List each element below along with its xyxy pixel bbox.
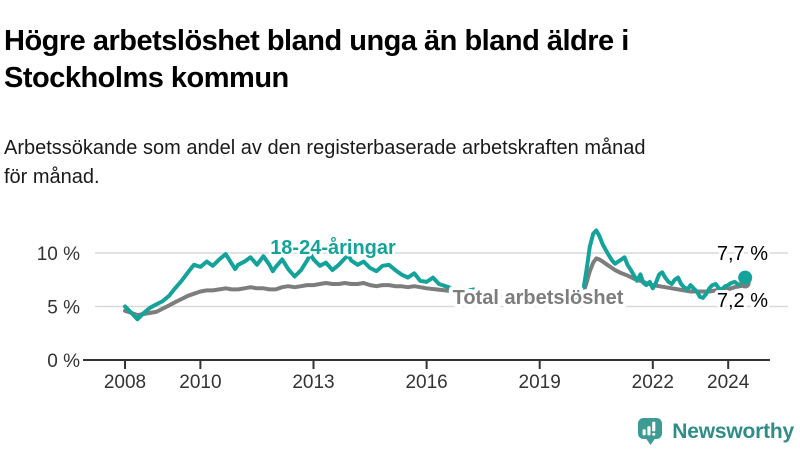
x-tick-label: 2008 [104,372,146,393]
chart-title: Högre arbetslöshet bland unga än bland ä… [4,25,629,94]
series-line-youth [123,228,748,322]
x-tick-label: 2022 [632,372,674,393]
series-label-youth: 18-24-åringar [270,236,396,259]
x-tick-label: 2019 [519,372,561,393]
line-chart: 2008 2010 2013 2016 2019 2022 2024 0 % 5 % 10 % 18… [37,228,788,393]
chart-subtitle: Arbetssökande som andel av den registerb… [4,137,646,188]
end-value-label-total: 7,2 % [717,290,768,312]
x-tick-label: 2013 [292,372,334,393]
end-value-label-youth: 7,7 % [717,243,768,265]
x-tick-label: 2024 [707,372,750,393]
newsworthy-wordmark: Newsworthy [672,419,794,443]
newsworthy-icon [638,418,663,445]
y-tick-label: 10 % [37,244,80,265]
y-tick-label: 5 % [47,298,80,319]
endpoint-dot-youth [738,270,753,285]
newsworthy-logo: Newsworthy [637,417,794,446]
x-tick-label: 2010 [179,372,221,393]
series-label-total: Total arbetslöshet [453,287,624,309]
y-tick-label: 0 % [47,351,80,372]
x-tick-label: 2016 [405,372,447,393]
